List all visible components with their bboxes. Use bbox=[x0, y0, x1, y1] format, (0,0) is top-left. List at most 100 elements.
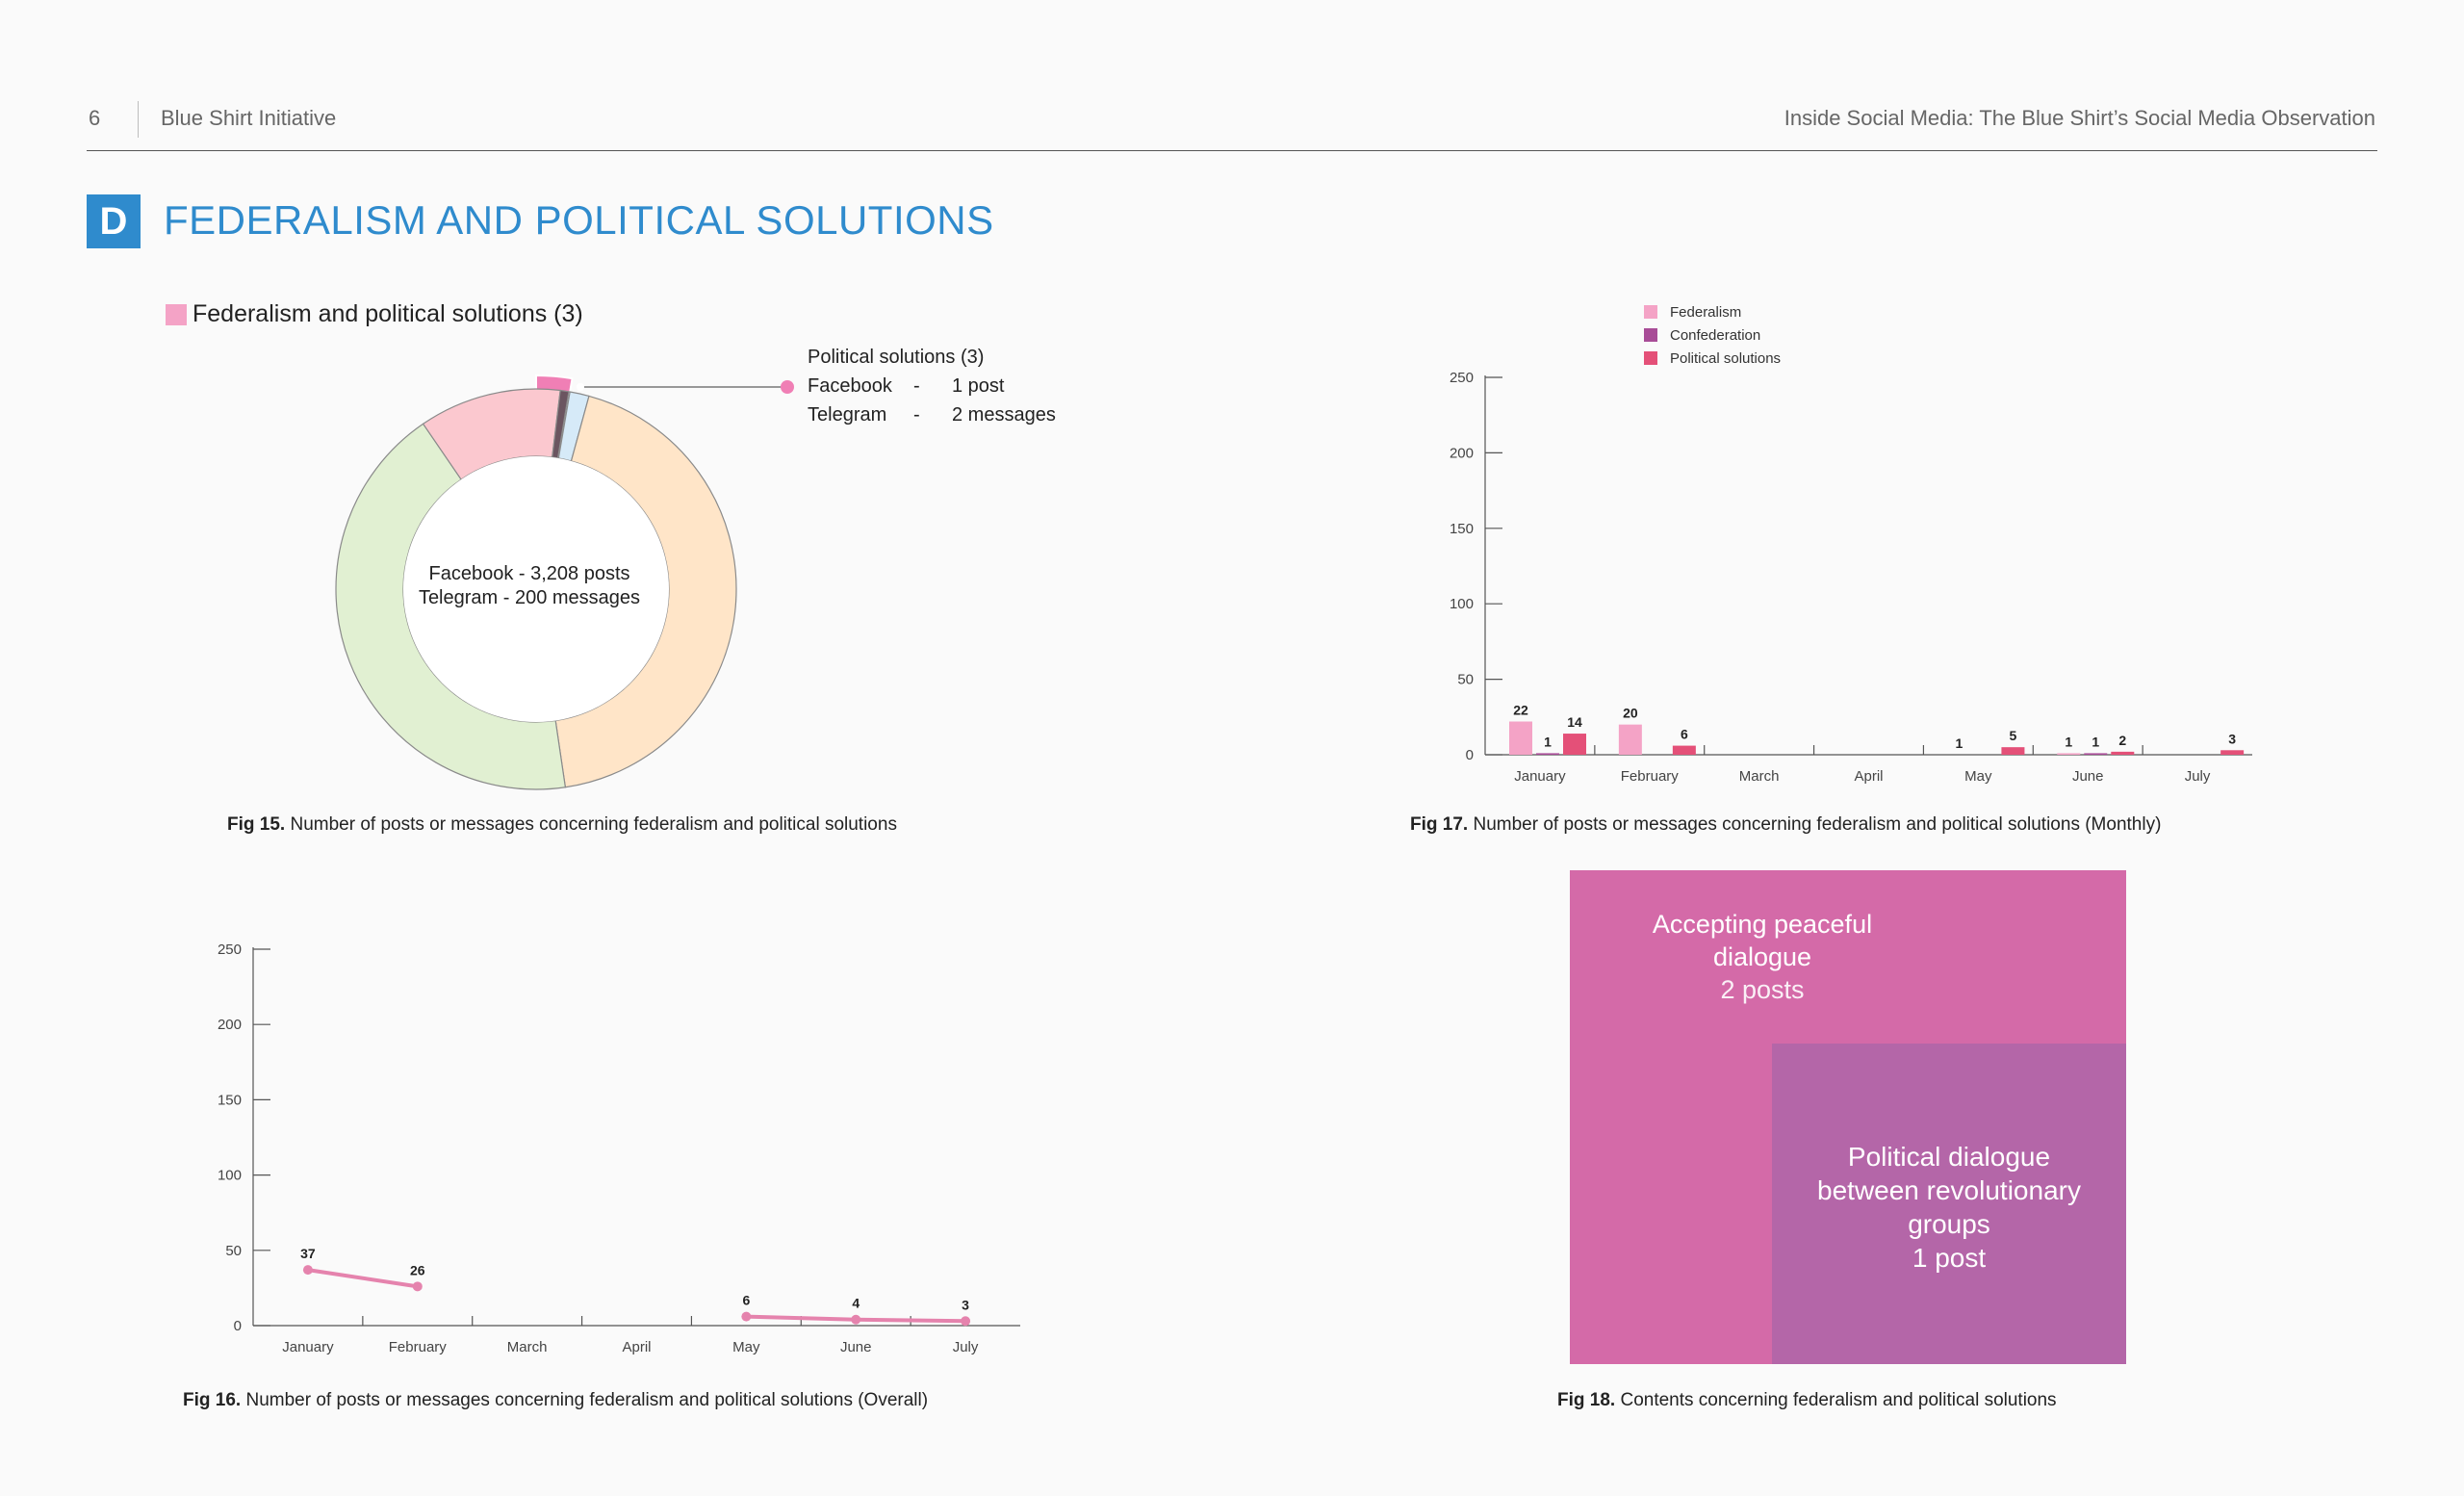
fig16-series-line bbox=[307, 1268, 419, 1289]
fig16-caption-label: Fig 16. bbox=[183, 1390, 242, 1410]
fig16-x-tick-label: July bbox=[953, 1339, 979, 1355]
fig18-item-label-line: dialogue bbox=[1712, 941, 1812, 971]
report-title: Inside Social Media: The Blue Shirt’s So… bbox=[1784, 106, 2375, 130]
fig17-legend: Federalism Confederation Political solutio… bbox=[1644, 304, 1781, 367]
fig17-legend-label: Political solutions bbox=[1670, 350, 1781, 367]
fig16-caption: Fig 16. Number of posts or messages conc… bbox=[183, 1390, 928, 1411]
callout-sep: - bbox=[913, 404, 920, 426]
fig16-x-tick-label: February bbox=[389, 1339, 448, 1355]
fig17-data-label: 2 bbox=[2118, 733, 2126, 748]
fig15-callout-row-facebook: Facebook - 1 post bbox=[808, 375, 1004, 398]
publisher-name: Blue Shirt Initiative bbox=[161, 106, 337, 130]
fig17-caption: Fig 17. Number of posts or messages conc… bbox=[1410, 814, 2161, 836]
fig16-data-label: 6 bbox=[742, 1293, 750, 1308]
fig17-data-label: 1 bbox=[2092, 734, 2099, 749]
fig17-x-tick-label: June bbox=[2072, 768, 2104, 785]
fig15-callout-title: Political solutions (3) bbox=[808, 347, 985, 368]
fig17-y-tick-label: 250 bbox=[1450, 370, 1474, 386]
callout-sep: - bbox=[913, 375, 920, 397]
fig17-data-label: 14 bbox=[1567, 714, 1582, 730]
fig15-callout-row-telegram: Telegram - 2 messages bbox=[808, 404, 1056, 426]
fig15-center-line-2: Telegram - 200 messages bbox=[419, 587, 640, 608]
callout-count: 2 messages bbox=[952, 404, 1056, 426]
fig17-legend-swatch bbox=[1644, 351, 1657, 365]
fig17-data-label: 1 bbox=[2065, 734, 2072, 749]
fig17-bar bbox=[1509, 721, 1532, 755]
fig16-data-label: 26 bbox=[410, 1262, 425, 1277]
callout-platform: Telegram bbox=[808, 404, 887, 426]
fig17-caption-text: Number of posts or messages concerning f… bbox=[1468, 814, 2162, 835]
fig15-legend-swatch bbox=[166, 304, 187, 325]
fig17-legend-swatch bbox=[1644, 328, 1657, 342]
fig16-point bbox=[741, 1311, 752, 1322]
fig15-caption-text: Number of posts or messages concerning f… bbox=[285, 814, 897, 835]
fig16-data-label: 4 bbox=[852, 1296, 860, 1311]
fig15-legend-label: Federalism and political solutions (3) bbox=[192, 300, 583, 327]
callout-count: 1 post bbox=[952, 375, 1005, 397]
fig16-lines: 37 26 6 4 3 bbox=[300, 1246, 971, 1327]
section-title: FEDERALISM AND POLITICAL SOLUTIONS bbox=[164, 197, 994, 243]
fig17-y-tick-label: 50 bbox=[1457, 672, 1474, 688]
fig16-y-tick-label: 250 bbox=[218, 941, 242, 958]
fig18-item-accepting-dialogue: Accepting peaceful dialogue 2 posts bbox=[1608, 909, 1916, 1006]
fig17-bar bbox=[2057, 753, 2081, 755]
fig17-caption-label: Fig 17. bbox=[1410, 814, 1469, 835]
fig18-caption-label: Fig 18. bbox=[1557, 1390, 1616, 1410]
fig17-y-tick-label: 150 bbox=[1450, 521, 1474, 537]
fig15-caption: Fig 15. Number of posts or messages conc… bbox=[227, 814, 897, 836]
fig17-bar bbox=[2001, 747, 2025, 755]
fig15-callout-anchor bbox=[577, 383, 584, 391]
header-divider bbox=[138, 101, 139, 138]
fig16-point bbox=[302, 1265, 313, 1276]
fig17-data-label: 22 bbox=[1513, 703, 1528, 718]
fig17-x-tick-label: January bbox=[1514, 768, 1566, 785]
fig17-bars: 22 1 14 20 6 1 5 1 1 2 3 bbox=[1509, 703, 2245, 755]
fig18-item-label-line: Political dialogue bbox=[1847, 1142, 2051, 1172]
fig17-y-tick-label: 200 bbox=[1450, 445, 1474, 461]
fig17-data-label: 6 bbox=[1681, 727, 1688, 742]
fig16-data-label: 37 bbox=[300, 1246, 316, 1261]
fig17-x-tick-label: April bbox=[1854, 768, 1883, 785]
fig18-caption-text: Contents concerning federalism and polit… bbox=[1615, 1390, 2057, 1410]
fig17-bar bbox=[2220, 750, 2245, 755]
fig15-center-line-1: Facebook - 3,208 posts bbox=[428, 563, 629, 584]
fig16-x-tick-label: June bbox=[840, 1339, 872, 1355]
fig16-y-tick-label: 150 bbox=[218, 1092, 242, 1108]
fig16-x-tick-label: March bbox=[507, 1339, 548, 1355]
fig18-item-label-line: Accepting peaceful bbox=[1652, 910, 1873, 939]
fig15-caption-label: Fig 15. bbox=[227, 814, 286, 835]
fig17-x-tick-label: May bbox=[1964, 768, 1992, 785]
fig16-x-tick-label: April bbox=[622, 1339, 651, 1355]
fig16-caption-text: Number of posts or messages concerning f… bbox=[241, 1390, 929, 1410]
fig15-donut-chart: Facebook - 3,208 posts Telegram - 200 me… bbox=[335, 374, 794, 790]
fig16-data-label: 3 bbox=[962, 1297, 969, 1312]
fig17-bar-chart: Federalism Confederation Political solutio… bbox=[1450, 304, 2252, 785]
fig16-y-tick-label: 0 bbox=[234, 1318, 242, 1334]
fig16-point bbox=[961, 1316, 971, 1327]
fig16-line-chart: 0 50 100 150 200 250 January February March April… bbox=[218, 941, 1020, 1355]
fig18-item-label-line: between revolutionary bbox=[1817, 1175, 2081, 1205]
fig17-data-label: 5 bbox=[2010, 728, 2017, 743]
fig17-bar bbox=[1618, 724, 1642, 755]
fig16-point bbox=[412, 1281, 423, 1292]
fig16-axes: 0 50 100 150 200 250 January February March April… bbox=[218, 941, 1020, 1355]
fig17-y-tick-label: 0 bbox=[1466, 747, 1474, 763]
page-number: 6 bbox=[89, 106, 101, 130]
fig16-y-tick-label: 200 bbox=[218, 1017, 242, 1033]
fig17-bar bbox=[1536, 753, 1559, 755]
fig17-bar bbox=[2111, 751, 2135, 755]
fig17-legend-swatch bbox=[1644, 305, 1657, 319]
fig18-item-count: 2 posts bbox=[1720, 974, 1805, 1004]
fig16-y-tick-label: 100 bbox=[218, 1168, 242, 1184]
callout-platform: Facebook bbox=[808, 375, 892, 397]
fig17-y-tick-label: 100 bbox=[1450, 596, 1474, 612]
fig17-x-tick-label: February bbox=[1621, 768, 1680, 785]
fig16-x-tick-label: May bbox=[732, 1339, 760, 1355]
fig16-y-tick-label: 50 bbox=[225, 1243, 242, 1259]
fig17-bar bbox=[1563, 734, 1586, 755]
fig17-x-tick-label: July bbox=[2185, 768, 2211, 785]
fig15-callout-dot bbox=[781, 380, 794, 394]
fig16-point bbox=[851, 1314, 861, 1325]
fig17-data-label: 1 bbox=[1544, 734, 1552, 749]
header-rule bbox=[87, 150, 2377, 151]
